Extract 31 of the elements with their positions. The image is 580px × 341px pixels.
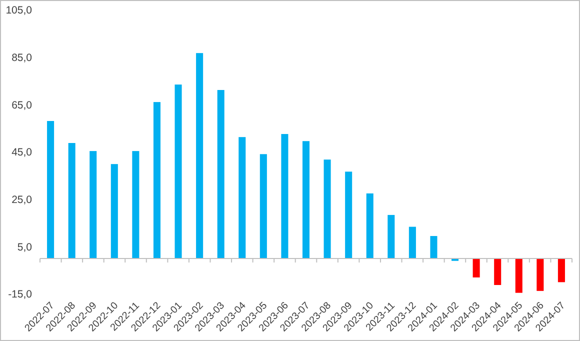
bar [558,258,565,282]
y-tick-label: 5,0 [17,241,32,254]
bar [536,258,544,291]
bar [494,258,502,286]
y-tick-label: 25,0 [12,194,32,206]
bar [153,102,160,258]
bar [408,226,416,258]
bar [324,160,331,258]
bar [345,172,352,258]
bar [281,134,288,258]
bar [217,90,224,258]
bar [68,143,76,258]
bar [47,120,54,258]
y-tick-label: -15,0 [8,288,32,301]
y-tick-label: 45,0 [12,146,32,159]
bar [110,164,118,258]
bar [302,141,310,258]
bar [90,151,97,258]
bar [174,84,182,258]
bar [196,53,204,258]
bar [132,151,140,258]
bar [430,236,438,258]
y-tick-label: 105,0 [6,4,32,17]
bar [366,193,374,258]
bar [260,154,267,258]
bar [472,258,480,278]
bar [515,258,522,293]
bar [238,137,246,258]
bar [388,214,395,258]
y-tick-label: 65,0 [12,99,32,112]
y-tick-label: 85,0 [12,52,32,64]
